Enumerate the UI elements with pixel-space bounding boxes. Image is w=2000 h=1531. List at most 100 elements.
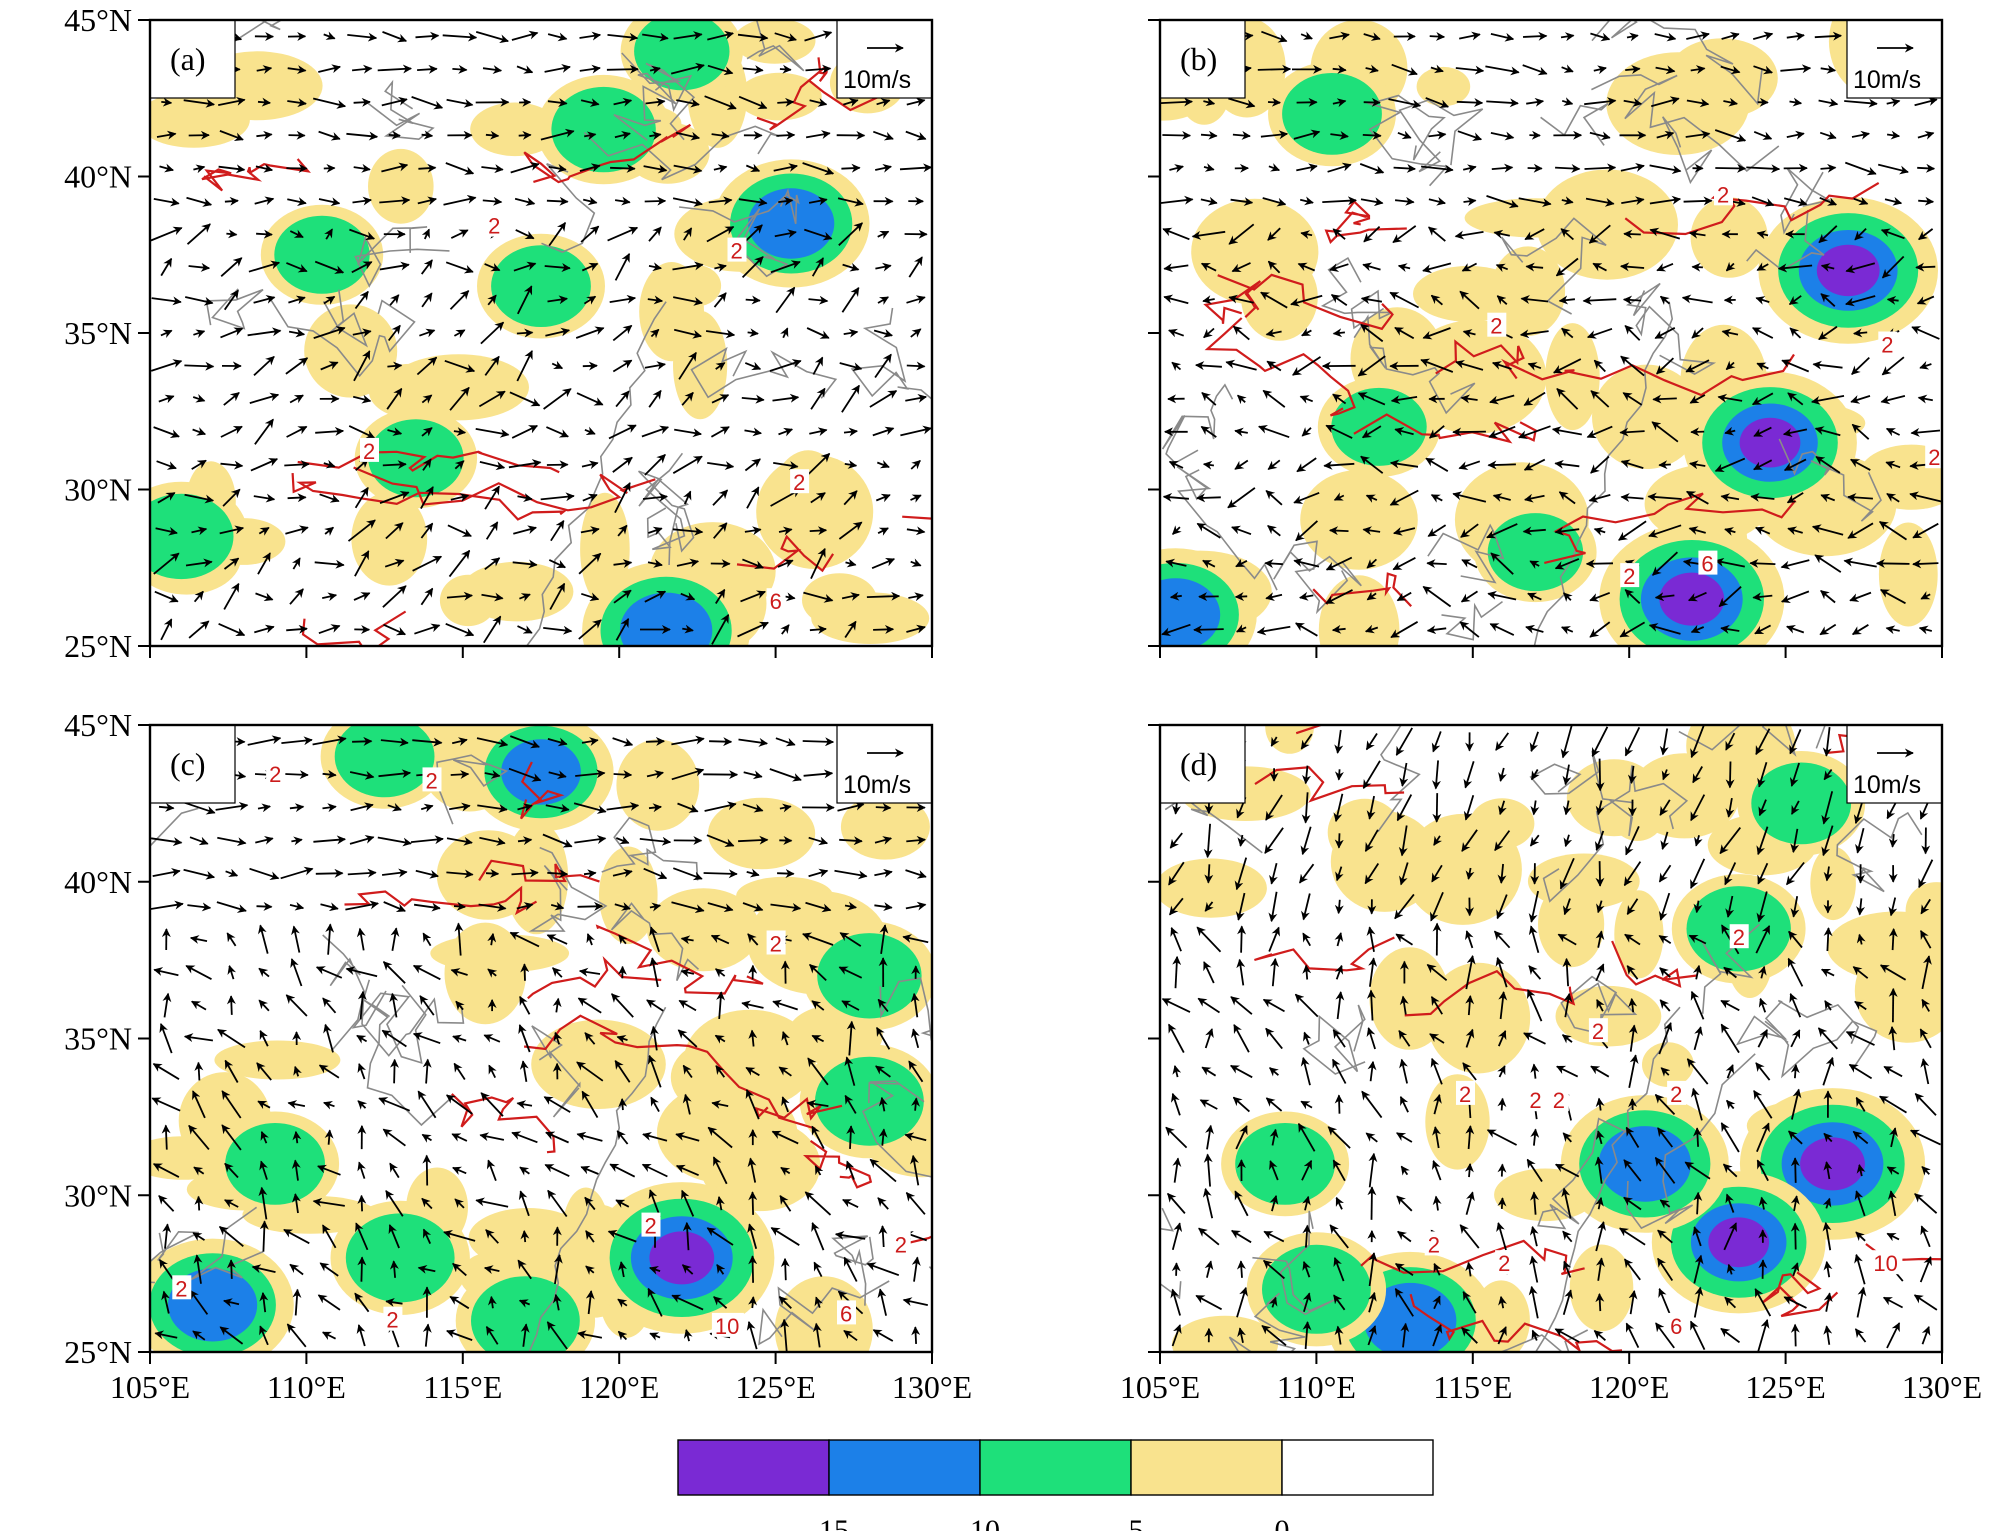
wind-arrow [906,361,926,371]
wind-arrow [349,228,376,241]
wind-arrow [1232,130,1251,140]
shading-blob [1569,1244,1634,1332]
wind-arrow [1685,130,1711,140]
shading-blob [1490,246,1566,336]
wind-arrow [256,901,273,911]
boundary-line [1498,1329,1589,1352]
wind-arrow [415,31,440,41]
wind-arrow [838,521,863,540]
wind-arrow [352,64,373,74]
wind-arrow [1714,129,1747,143]
wind-arrow [1777,263,1813,273]
wind-arrow [1362,262,1381,272]
wind-arrow [774,229,797,239]
wind-arrow [194,1061,204,1081]
wind-arrow [1628,1098,1638,1111]
wind-arrow [703,869,738,879]
wind-arrow [1360,295,1383,305]
reference-vector-label: 10m/s [843,66,911,94]
wind-arrow [1820,263,1835,272]
wind-arrow [224,196,239,206]
wind-arrow [1723,97,1738,107]
wind-arrow [223,557,240,570]
wind-arrow [1917,130,1935,140]
wind-arrow [551,360,564,370]
wind-arrow [450,493,470,502]
wind-arrow [253,295,276,304]
wind-arrow [379,491,410,504]
wind-arrow [151,296,182,306]
wind-arrow [844,460,858,469]
wind-arrow [645,736,665,746]
wind-arrow [1584,97,1617,106]
wind-arrow [1334,769,1344,781]
wind-arrow [1555,257,1579,277]
wind-arrow [1421,164,1454,174]
wind-arrow [516,350,533,382]
wind-arrow [1300,31,1313,40]
lat-tick-label: 45°N [64,2,132,38]
contour-label: 2 [793,470,805,495]
wind-arrow [156,460,177,470]
shading-core [1739,417,1801,468]
wind-arrow [1163,294,1189,305]
boundary-line [1441,600,1503,641]
wind-arrow [446,98,474,108]
wind-arrow [1203,97,1216,107]
wind-arrow [1160,195,1194,205]
wind-arrow [1430,64,1444,74]
wind-arrow [1160,97,1193,107]
wind-arrow [1595,1293,1605,1312]
wind-arrow [1686,31,1710,41]
wind-arrow [1590,32,1611,42]
contour-label: 2 [426,768,438,793]
shading-blob [1827,911,1942,982]
wind-arrow [450,769,470,779]
wind-arrow [546,196,569,206]
wind-arrow [1430,294,1443,306]
wind-arrow [644,453,666,476]
wind-arrow [1845,295,1876,307]
wind-arrow [1237,925,1247,953]
wind-arrow [841,287,860,313]
wind-arrow [579,31,602,41]
wind-arrow [1520,295,1549,304]
wind-arrow [615,390,630,408]
wind-arrow [737,32,769,42]
wind-arrow [256,130,273,140]
wind-arrow [748,1296,758,1309]
wind-arrow [1495,263,1509,273]
wind-arrow [285,357,309,375]
contour-label: 2 [1623,564,1635,589]
wind-arrow [291,557,301,570]
wind-arrow [1200,130,1218,140]
wind-arrow [1751,196,1775,207]
contour-label-bg [485,212,505,237]
shading-blob [368,148,434,224]
contour-label: 2 [1498,1251,1510,1276]
wind-arrow [417,196,437,206]
wind-arrow [1875,558,1910,568]
shading-blob [1878,522,1938,627]
wind-arrow [808,295,829,305]
wind-arrow [248,260,281,273]
lat-tick-label: 40°N [64,864,132,900]
contour-line [523,123,692,184]
wind-arrow [357,1194,367,1212]
wind-arrow [155,526,178,536]
wind-arrow [780,327,789,339]
wind-arrow [579,64,601,74]
wind-arrow [1332,328,1345,338]
wind-arrow [160,257,173,277]
wind-arrow [647,295,664,305]
wind-arrow [1392,225,1417,244]
wind-arrow [683,490,692,505]
wind-arrow [1588,224,1611,244]
wind-arrow [704,95,737,110]
wind-arrow [478,390,506,408]
wind-arrow [811,257,824,277]
wind-arrow [1228,97,1256,109]
wind-arrow [775,286,796,314]
wind-arrow [645,97,666,107]
